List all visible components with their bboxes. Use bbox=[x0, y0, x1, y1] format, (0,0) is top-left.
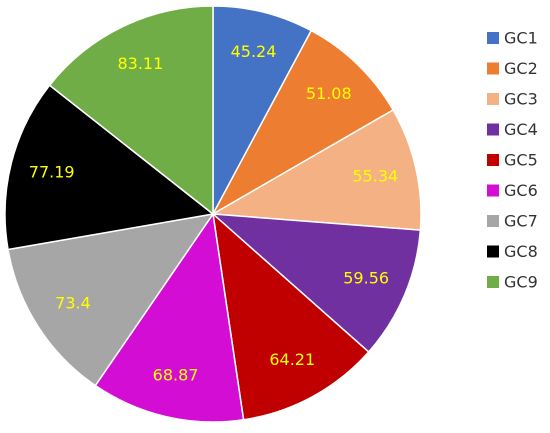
legend-swatch bbox=[487, 276, 499, 288]
data-label: 45.24 bbox=[231, 42, 277, 61]
data-label: 68.87 bbox=[153, 366, 199, 385]
legend-label: GC1 bbox=[504, 29, 538, 48]
data-label: 77.19 bbox=[29, 163, 75, 182]
pie-slice bbox=[212, 5, 313, 215]
legend-swatch bbox=[487, 32, 499, 44]
legend-swatch bbox=[487, 93, 499, 105]
pie-slice bbox=[210, 213, 422, 354]
data-label: 64.21 bbox=[269, 350, 315, 369]
legend-label: GC4 bbox=[504, 120, 538, 139]
pie-slice bbox=[4, 84, 215, 251]
pie-slice bbox=[211, 212, 370, 421]
legend-swatch bbox=[487, 215, 499, 227]
data-label: 83.11 bbox=[117, 54, 163, 73]
legend-label: GC9 bbox=[504, 273, 538, 292]
legend-swatch bbox=[487, 154, 499, 166]
legend-swatch bbox=[487, 123, 499, 136]
legend-swatch bbox=[487, 184, 499, 197]
legend-label: GC6 bbox=[504, 181, 538, 200]
legend-label: GC5 bbox=[504, 151, 538, 170]
pie-slice bbox=[211, 29, 395, 216]
legend-label: GC8 bbox=[504, 242, 538, 261]
legend-label: GC3 bbox=[504, 90, 538, 109]
data-label: 51.08 bbox=[306, 84, 352, 103]
data-label: 73.4 bbox=[55, 293, 91, 312]
data-label: 59.56 bbox=[343, 269, 389, 288]
pie-slice bbox=[7, 212, 215, 387]
legend-label: GC7 bbox=[504, 212, 538, 231]
data-label: 55.34 bbox=[352, 167, 398, 186]
pie-slice bbox=[210, 108, 422, 231]
legend-swatch bbox=[487, 62, 499, 75]
pie-slice bbox=[94, 212, 245, 423]
legend-label: GC2 bbox=[504, 59, 538, 78]
legend-swatch bbox=[487, 245, 499, 258]
pie-slice bbox=[48, 5, 214, 216]
